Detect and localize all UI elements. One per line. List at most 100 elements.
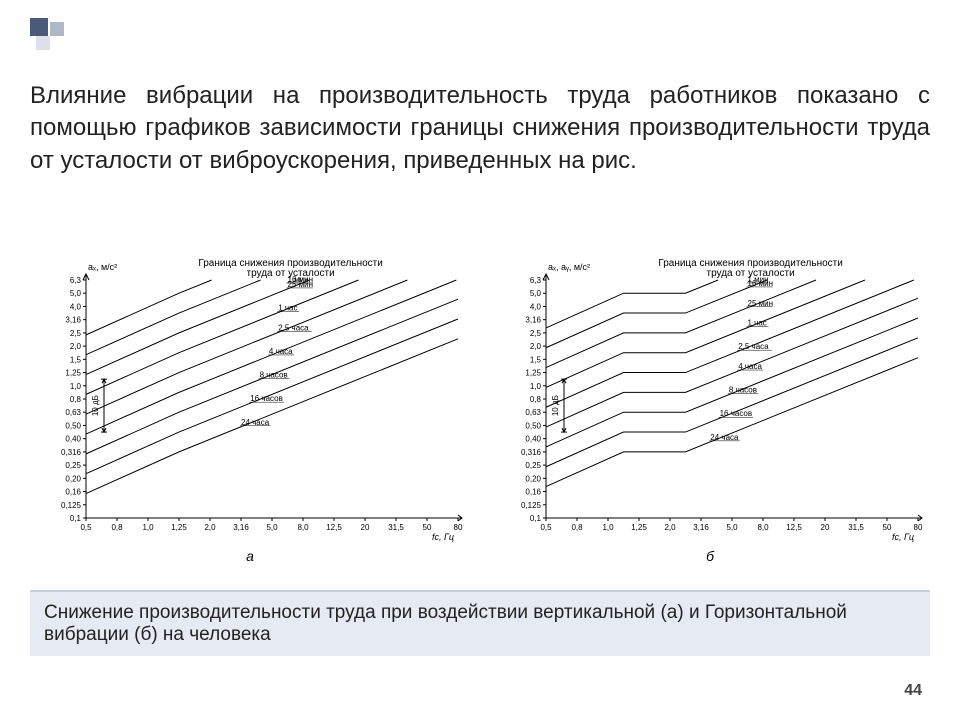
chart-b-sublabel: б (490, 548, 930, 564)
svg-text:2,0: 2,0 (70, 342, 82, 351)
svg-text:3,16: 3,16 (233, 523, 249, 532)
svg-text:0,50: 0,50 (525, 421, 541, 430)
svg-text:1,5: 1,5 (530, 355, 542, 364)
svg-text:0,63: 0,63 (65, 408, 81, 417)
chart-a-svg: 6,35,04,03,162,52,01,51,251,00,80,630,50… (30, 254, 470, 544)
charts-row: 6,35,04,03,162,52,01,51,251,00,80,630,50… (30, 254, 930, 564)
svg-text:4,0: 4,0 (530, 302, 542, 311)
svg-text:fс, Гц: fс, Гц (892, 532, 914, 542)
svg-text:0,25: 0,25 (65, 461, 81, 470)
slide-decoration (30, 18, 70, 46)
svg-text:1,25: 1,25 (65, 369, 81, 378)
svg-text:1 час: 1 час (278, 304, 297, 313)
svg-text:0,40: 0,40 (65, 435, 81, 444)
svg-text:2,0: 2,0 (664, 523, 676, 532)
svg-text:4 часа: 4 часа (269, 347, 293, 356)
svg-text:3,16: 3,16 (693, 523, 709, 532)
svg-text:2,5 часа: 2,5 часа (278, 323, 309, 332)
svg-text:16 часов: 16 часов (250, 394, 283, 403)
svg-text:0,125: 0,125 (521, 501, 542, 510)
svg-text:6,3: 6,3 (530, 276, 542, 285)
svg-text:24 часа: 24 часа (241, 418, 270, 427)
svg-text:20: 20 (361, 523, 370, 532)
svg-text:1,0: 1,0 (530, 382, 542, 391)
svg-text:10 дБ: 10 дБ (91, 395, 100, 416)
svg-text:0,5: 0,5 (80, 523, 92, 532)
svg-text:0,63: 0,63 (525, 408, 541, 417)
svg-text:1,25: 1,25 (171, 523, 187, 532)
svg-text:1,25: 1,25 (525, 369, 541, 378)
svg-text:0,20: 0,20 (65, 474, 81, 483)
svg-text:31,5: 31,5 (388, 523, 404, 532)
svg-text:8,0: 8,0 (297, 523, 309, 532)
svg-text:2,5: 2,5 (70, 329, 82, 338)
svg-text:5,0: 5,0 (726, 523, 738, 532)
page-number: 44 (904, 682, 922, 700)
svg-text:0,316: 0,316 (61, 448, 82, 457)
svg-text:25 мин: 25 мин (288, 280, 314, 289)
svg-text:50: 50 (423, 523, 432, 532)
svg-text:2,5 часа: 2,5 часа (738, 342, 769, 351)
svg-text:24 часа: 24 часа (710, 433, 739, 442)
main-paragraph: Влияние вибрации на производительность т… (30, 80, 930, 177)
svg-text:5,0: 5,0 (530, 289, 542, 298)
caption-box: Снижение производительности труда при во… (30, 590, 930, 656)
svg-text:3,16: 3,16 (65, 316, 81, 325)
deco-square-dark (30, 18, 48, 36)
svg-text:aₓ, aᵧ, м/с²: aₓ, aᵧ, м/с² (548, 262, 590, 272)
svg-text:0,5: 0,5 (540, 523, 552, 532)
svg-text:4 часа: 4 часа (738, 362, 762, 371)
svg-text:0,1: 0,1 (70, 514, 82, 523)
svg-text:25 мин: 25 мин (748, 299, 774, 308)
svg-text:8 часов: 8 часов (260, 371, 288, 380)
svg-text:2,0: 2,0 (204, 523, 216, 532)
svg-text:0,8: 0,8 (70, 395, 82, 404)
svg-text:0,1: 0,1 (530, 514, 542, 523)
chart-a: 6,35,04,03,162,52,01,51,251,00,80,630,50… (30, 254, 470, 564)
svg-text:1 час: 1 час (748, 319, 767, 328)
svg-text:0,16: 0,16 (525, 488, 541, 497)
svg-text:0,8: 0,8 (111, 523, 123, 532)
svg-text:1,0: 1,0 (70, 382, 82, 391)
svg-text:16 часов: 16 часов (720, 409, 753, 418)
svg-text:12,5: 12,5 (326, 523, 342, 532)
svg-text:8 часов: 8 часов (729, 386, 757, 395)
svg-text:3,16: 3,16 (525, 316, 541, 325)
svg-text:2,5: 2,5 (530, 329, 542, 338)
svg-text:0,20: 0,20 (525, 474, 541, 483)
svg-text:16 мин: 16 мин (748, 279, 774, 288)
svg-text:4,0: 4,0 (70, 302, 82, 311)
chart-b: 6,35,04,03,162,52,01,51,251,00,80,630,50… (490, 254, 930, 564)
svg-text:12,5: 12,5 (786, 523, 802, 532)
chart-a-sublabel: а (30, 548, 470, 564)
svg-text:0,25: 0,25 (525, 461, 541, 470)
svg-text:0,8: 0,8 (571, 523, 583, 532)
svg-text:fс, Гц: fс, Гц (432, 532, 454, 542)
svg-text:31,5: 31,5 (848, 523, 864, 532)
svg-text:80: 80 (914, 523, 923, 532)
chart-b-svg: 6,35,04,03,162,52,01,51,251,00,80,630,50… (490, 254, 930, 544)
svg-text:50: 50 (883, 523, 892, 532)
svg-text:1,25: 1,25 (631, 523, 647, 532)
svg-text:10 дБ: 10 дБ (551, 395, 560, 416)
svg-text:5,0: 5,0 (70, 289, 82, 298)
svg-text:aₓ, м/с²: aₓ, м/с² (88, 262, 117, 272)
svg-text:0,8: 0,8 (530, 395, 542, 404)
svg-text:2,0: 2,0 (530, 342, 542, 351)
deco-square-light (36, 36, 50, 50)
svg-text:1,0: 1,0 (602, 523, 614, 532)
svg-text:0,16: 0,16 (65, 488, 81, 497)
svg-text:0,50: 0,50 (65, 421, 81, 430)
svg-text:5,0: 5,0 (266, 523, 278, 532)
svg-text:0,40: 0,40 (525, 435, 541, 444)
svg-text:20: 20 (821, 523, 830, 532)
caption-text: Снижение производительности труда при во… (44, 602, 847, 645)
svg-text:6,3: 6,3 (70, 276, 82, 285)
svg-text:8,0: 8,0 (757, 523, 769, 532)
svg-text:0,316: 0,316 (521, 448, 542, 457)
svg-text:1,0: 1,0 (142, 523, 154, 532)
svg-text:80: 80 (454, 523, 463, 532)
deco-square-mid (50, 22, 64, 36)
svg-text:0,125: 0,125 (61, 501, 82, 510)
svg-text:1,5: 1,5 (70, 355, 82, 364)
